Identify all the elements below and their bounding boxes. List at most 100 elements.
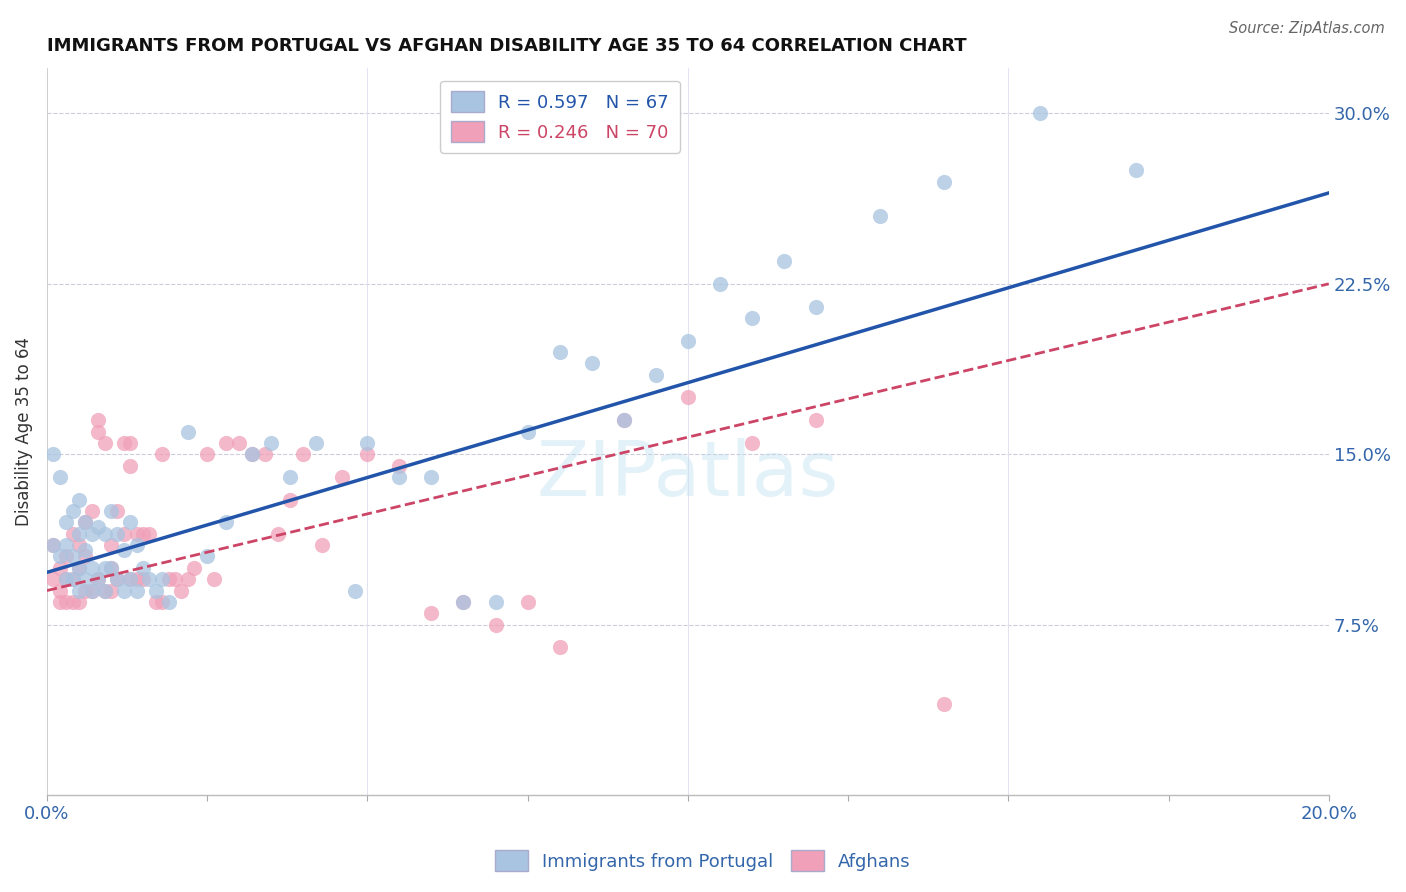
Point xyxy=(215,435,238,450)
Point xyxy=(80,583,103,598)
Point xyxy=(62,549,84,564)
Point xyxy=(100,561,122,575)
Point xyxy=(125,583,148,598)
Point xyxy=(87,572,110,586)
Point xyxy=(183,561,205,575)
Point xyxy=(100,504,122,518)
Point xyxy=(934,175,956,189)
Point xyxy=(55,516,77,530)
Point xyxy=(150,595,173,609)
Point xyxy=(613,413,636,427)
Point xyxy=(87,425,110,439)
Point xyxy=(55,572,77,586)
Point xyxy=(67,561,90,575)
Point xyxy=(177,425,200,439)
Legend: R = 0.597   N = 67, R = 0.246   N = 70: R = 0.597 N = 67, R = 0.246 N = 70 xyxy=(440,80,679,153)
Point xyxy=(420,470,443,484)
Point xyxy=(48,595,70,609)
Point xyxy=(67,595,90,609)
Point xyxy=(93,583,115,598)
Point xyxy=(55,538,77,552)
Point xyxy=(195,447,218,461)
Point xyxy=(773,254,796,268)
Point xyxy=(266,526,288,541)
Y-axis label: Disability Age 35 to 64: Disability Age 35 to 64 xyxy=(15,337,32,526)
Point xyxy=(804,413,827,427)
Point xyxy=(55,572,77,586)
Point xyxy=(112,583,135,598)
Point xyxy=(356,435,378,450)
Point xyxy=(388,470,411,484)
Point xyxy=(132,561,155,575)
Point xyxy=(105,526,128,541)
Point xyxy=(75,516,97,530)
Point xyxy=(548,345,571,359)
Point xyxy=(67,583,90,598)
Point xyxy=(55,595,77,609)
Point xyxy=(132,572,155,586)
Point xyxy=(157,595,180,609)
Point xyxy=(145,583,167,598)
Point xyxy=(741,435,763,450)
Point xyxy=(87,520,110,534)
Point xyxy=(48,561,70,575)
Point xyxy=(1029,106,1052,120)
Text: Source: ZipAtlas.com: Source: ZipAtlas.com xyxy=(1229,21,1385,36)
Point xyxy=(120,572,142,586)
Point xyxy=(80,583,103,598)
Point xyxy=(125,526,148,541)
Point xyxy=(67,492,90,507)
Point xyxy=(75,549,97,564)
Point xyxy=(484,617,506,632)
Point xyxy=(145,595,167,609)
Point xyxy=(93,435,115,450)
Point xyxy=(311,538,333,552)
Point xyxy=(356,447,378,461)
Point xyxy=(676,391,699,405)
Point xyxy=(120,435,142,450)
Point xyxy=(120,458,142,473)
Point xyxy=(548,640,571,655)
Point xyxy=(112,526,135,541)
Point xyxy=(42,447,65,461)
Point xyxy=(388,458,411,473)
Point xyxy=(453,595,475,609)
Point xyxy=(80,504,103,518)
Point xyxy=(343,583,366,598)
Point xyxy=(280,470,302,484)
Point xyxy=(516,595,538,609)
Point xyxy=(484,595,506,609)
Point xyxy=(215,516,238,530)
Point xyxy=(120,516,142,530)
Point xyxy=(42,538,65,552)
Point xyxy=(75,572,97,586)
Point xyxy=(87,413,110,427)
Point xyxy=(420,607,443,621)
Point xyxy=(62,526,84,541)
Point xyxy=(676,334,699,348)
Point xyxy=(804,300,827,314)
Text: IMMIGRANTS FROM PORTUGAL VS AFGHAN DISABILITY AGE 35 TO 64 CORRELATION CHART: IMMIGRANTS FROM PORTUGAL VS AFGHAN DISAB… xyxy=(46,37,966,55)
Point xyxy=(170,583,193,598)
Point xyxy=(75,516,97,530)
Point xyxy=(253,447,276,461)
Point xyxy=(105,504,128,518)
Point xyxy=(165,572,187,586)
Point xyxy=(105,572,128,586)
Point xyxy=(100,583,122,598)
Point xyxy=(150,447,173,461)
Point xyxy=(100,561,122,575)
Point xyxy=(125,538,148,552)
Point xyxy=(305,435,328,450)
Point xyxy=(132,526,155,541)
Point xyxy=(613,413,636,427)
Point xyxy=(934,697,956,711)
Point xyxy=(644,368,666,382)
Point xyxy=(62,572,84,586)
Point xyxy=(195,549,218,564)
Point xyxy=(100,538,122,552)
Point xyxy=(240,447,263,461)
Text: ZIPatlas: ZIPatlas xyxy=(537,438,839,512)
Point xyxy=(138,526,160,541)
Point xyxy=(42,572,65,586)
